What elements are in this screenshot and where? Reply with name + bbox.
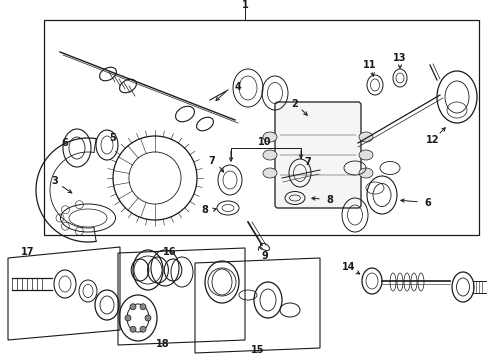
Text: 8: 8 xyxy=(326,195,333,205)
Text: 14: 14 xyxy=(342,262,356,272)
Text: 7: 7 xyxy=(209,156,216,166)
Circle shape xyxy=(130,304,136,310)
Text: 3: 3 xyxy=(51,176,58,186)
Circle shape xyxy=(145,315,151,321)
Circle shape xyxy=(140,326,146,332)
Circle shape xyxy=(140,304,146,310)
Ellipse shape xyxy=(359,150,373,160)
Text: 5: 5 xyxy=(110,133,117,143)
Ellipse shape xyxy=(263,168,277,178)
Text: 7: 7 xyxy=(305,157,311,167)
Text: 18: 18 xyxy=(156,339,170,349)
Ellipse shape xyxy=(359,132,373,142)
Text: 12: 12 xyxy=(426,135,440,145)
Bar xyxy=(44,20,479,235)
Circle shape xyxy=(125,315,131,321)
Text: 2: 2 xyxy=(292,99,298,109)
Text: 13: 13 xyxy=(393,53,407,63)
Text: 4: 4 xyxy=(235,82,242,92)
FancyBboxPatch shape xyxy=(275,102,361,208)
Text: 11: 11 xyxy=(363,60,377,70)
Text: 16: 16 xyxy=(163,247,177,257)
Text: 1: 1 xyxy=(242,0,248,10)
Text: 10: 10 xyxy=(258,137,272,147)
Text: 9: 9 xyxy=(262,251,269,261)
Circle shape xyxy=(130,326,136,332)
Text: 6: 6 xyxy=(425,198,431,208)
Ellipse shape xyxy=(263,132,277,142)
Text: 6: 6 xyxy=(62,138,69,148)
Ellipse shape xyxy=(359,168,373,178)
Text: 17: 17 xyxy=(21,247,35,257)
Text: 8: 8 xyxy=(201,205,208,215)
Ellipse shape xyxy=(263,150,277,160)
Text: 15: 15 xyxy=(251,345,265,355)
